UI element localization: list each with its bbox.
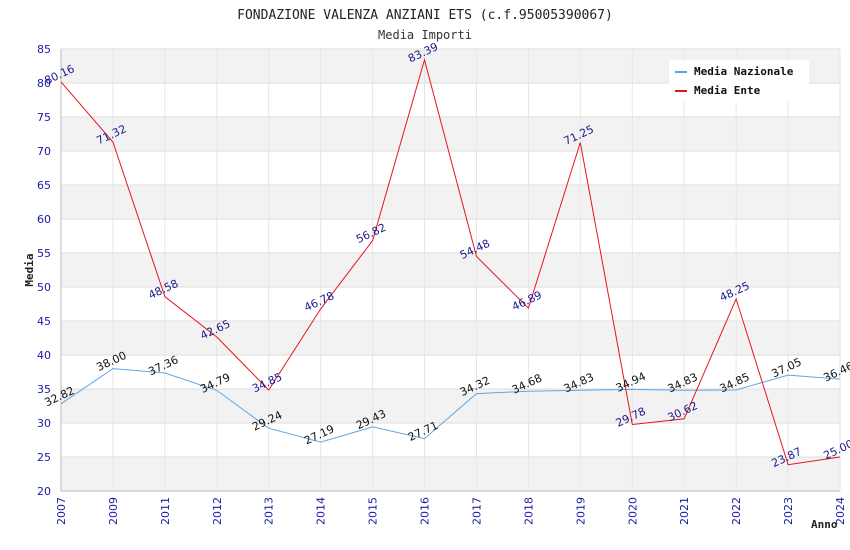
y-tick-label: 30: [37, 417, 51, 430]
series-line-media-nazionale: [60, 368, 841, 443]
data-label: 37.36: [146, 353, 180, 378]
y-tick-label: 25: [37, 451, 51, 464]
x-tick-label: 2023: [782, 497, 795, 525]
series-lines: [60, 58, 841, 466]
chart-title: FONDAZIONE VALENZA ANZIANI ETS (c.f.9500…: [237, 8, 613, 23]
y-tick-label: 75: [37, 111, 51, 124]
legend-item-media-nazionale: Media Nazionale: [694, 65, 794, 78]
grid-bands: [60, 48, 841, 492]
y-tick-label: 70: [37, 145, 51, 158]
data-label: 36.46: [821, 359, 850, 384]
grid-band: [61, 253, 840, 287]
y-tick-label: 35: [37, 383, 51, 396]
x-tick-label: 2011: [159, 497, 172, 525]
legend-box: [669, 60, 809, 102]
y-tick-label: 40: [37, 349, 51, 362]
data-label: 27.19: [302, 422, 336, 447]
data-label: 80.16: [42, 62, 76, 87]
x-tick-label: 2017: [470, 497, 483, 525]
x-tick-label: 2018: [522, 497, 535, 525]
legend: Media Nazionale Media Ente: [669, 60, 809, 102]
x-tick-label: 2007: [55, 497, 68, 525]
x-tick-label: 2019: [574, 497, 587, 525]
y-axis-ticks: 20 25 30 35 40 45 50 55 60 65 70 75 80 85: [37, 43, 51, 498]
x-tick-label: 2015: [367, 497, 380, 525]
grid-band: [61, 389, 840, 423]
chart-subtitle: Media Importi: [378, 28, 472, 42]
y-tick-label: 55: [37, 247, 51, 260]
y-tick-label: 50: [37, 281, 51, 294]
y-tick-label: 65: [37, 179, 51, 192]
x-axis-label: Anno: [811, 518, 838, 531]
x-tick-label: 2024: [834, 497, 847, 525]
y-tick-label: 85: [37, 43, 51, 56]
x-axis-ticks: 2007 2009 2011 2012 2013 2014 2015 2016 2017 2018…: [55, 497, 847, 525]
x-tick-label: 2014: [315, 497, 328, 525]
data-label: 37.05: [770, 355, 804, 380]
grid-band: [61, 185, 840, 219]
x-tick-label: 2021: [678, 497, 691, 525]
series-line-media-ente: [60, 58, 841, 466]
y-tick-label: 80: [37, 77, 51, 90]
y-tick-label: 60: [37, 213, 51, 226]
grid-band: [61, 457, 840, 491]
x-tick-label: 2012: [211, 497, 224, 525]
x-tick-label: 2022: [730, 497, 743, 525]
data-label: 46.89: [510, 288, 544, 313]
x-tick-label: 2009: [107, 497, 120, 525]
y-tick-label: 20: [37, 485, 51, 498]
x-tick-label: 2013: [263, 497, 276, 525]
x-tick-label: 2020: [626, 497, 639, 525]
legend-item-media-ente: Media Ente: [694, 84, 761, 97]
x-tick-label: 2016: [419, 497, 432, 525]
grid-band: [61, 321, 840, 355]
y-axis-label: Media: [23, 253, 36, 286]
grid-band: [61, 117, 840, 151]
y-tick-label: 45: [37, 315, 51, 328]
